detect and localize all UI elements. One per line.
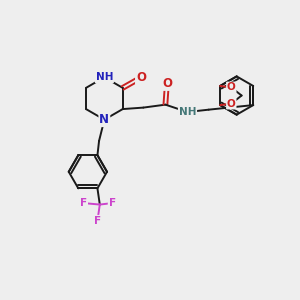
Text: O: O	[227, 82, 236, 92]
Text: O: O	[227, 99, 236, 109]
Text: N: N	[99, 113, 110, 126]
Text: O: O	[162, 77, 172, 90]
Text: F: F	[94, 216, 101, 226]
Text: NH: NH	[96, 72, 113, 82]
Text: O: O	[136, 71, 146, 84]
Text: F: F	[80, 198, 87, 208]
Text: F: F	[109, 198, 116, 208]
Text: NH: NH	[179, 107, 196, 117]
